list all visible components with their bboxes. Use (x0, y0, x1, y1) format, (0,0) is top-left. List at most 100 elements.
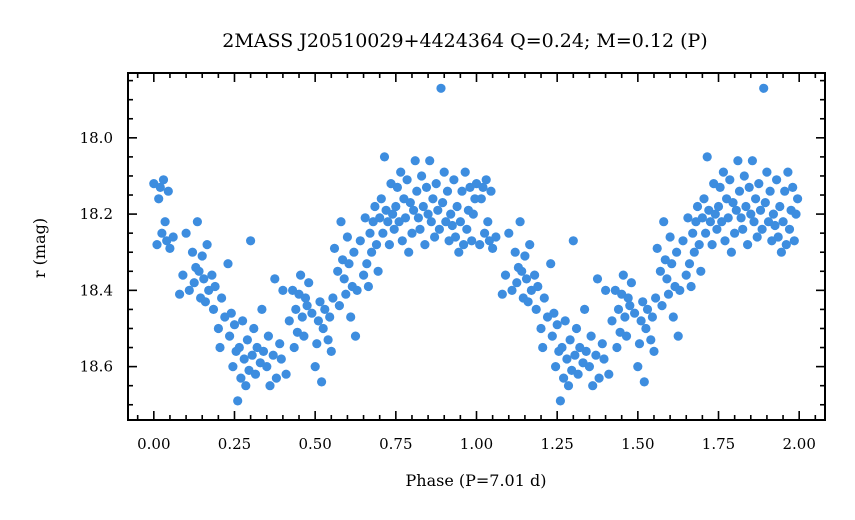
data-point-230 (586, 331, 596, 341)
data-point-311 (734, 186, 745, 196)
plot-frame (127, 72, 826, 421)
data-point-146 (426, 217, 436, 227)
data-point-192 (515, 217, 525, 227)
data-point-128 (397, 236, 407, 246)
data-point-242 (613, 304, 624, 314)
data-point-167 (460, 167, 470, 177)
data-point-42 (238, 316, 248, 326)
axis-ticks: 0.00 0.25 0.50 0.75 1.00 1.25 1.50 1.75 2.00 18.0… (80, 73, 825, 453)
data-point-173 (470, 194, 480, 204)
data-point-153 (438, 198, 448, 208)
data-point-264 (655, 266, 666, 276)
data-point-104 (359, 270, 369, 280)
data-point-328 (762, 167, 772, 177)
data-point-227 (580, 304, 590, 314)
data-point-136 (410, 156, 420, 166)
data-point-259 (646, 335, 656, 345)
data-point-36 (228, 362, 238, 372)
data-point-135 (409, 205, 419, 215)
data-point-3 (155, 182, 165, 192)
data-point-276 (675, 285, 685, 295)
data-point-223 (571, 323, 582, 334)
data-point-87 (326, 346, 336, 356)
x-tick-label: 1.50 (621, 435, 654, 453)
data-point-22 (199, 274, 209, 284)
y-axis-title: r (mag) (30, 218, 49, 278)
data-point-269 (663, 289, 674, 299)
data-point-221 (568, 236, 578, 246)
y-tick-label: 18.6 (80, 358, 113, 376)
data-point-307 (728, 198, 738, 208)
data-point-145 (425, 156, 435, 166)
data-point-75 (302, 301, 312, 311)
data-point-216 (560, 316, 570, 326)
data-point-327 (760, 198, 770, 208)
data-point-12 (178, 270, 188, 280)
data-point-207 (546, 259, 556, 269)
data-point-306 (726, 247, 737, 257)
data-point-210 (551, 362, 561, 372)
data-point-261 (649, 346, 659, 356)
data-point-131 (402, 175, 412, 185)
data-point-76 (304, 278, 314, 288)
data-point-78 (310, 362, 320, 372)
data-point-180 (483, 217, 493, 227)
data-point-291 (702, 152, 712, 162)
y-tick-label: 18.4 (80, 281, 113, 299)
data-point-196 (521, 274, 532, 284)
data-point-229 (584, 362, 595, 372)
data-point-249 (625, 301, 635, 311)
data-point-233 (592, 274, 603, 284)
data-point-56 (263, 331, 273, 341)
data-point-224 (573, 369, 583, 379)
data-point-89 (329, 243, 340, 253)
data-point-208 (547, 331, 557, 341)
data-point-217 (562, 354, 572, 364)
data-point-123 (389, 224, 399, 234)
data-point-237 (601, 285, 611, 295)
data-point-156 (442, 186, 453, 196)
data-point-71 (296, 270, 306, 280)
data-point-86 (325, 312, 335, 322)
data-point-235 (597, 339, 607, 349)
data-point-172 (468, 209, 478, 219)
data-point-16 (189, 278, 199, 288)
data-point-19 (194, 266, 204, 276)
data-point-177 (478, 182, 488, 192)
data-point-298 (713, 201, 724, 212)
data-point-168 (462, 224, 472, 234)
data-point-285 (692, 201, 703, 212)
data-point-40 (234, 342, 244, 353)
data-point-101 (350, 331, 361, 341)
data-point-189 (510, 247, 520, 257)
data-point-247 (621, 331, 632, 341)
data-point-330 (765, 186, 775, 196)
data-point-257 (641, 323, 651, 334)
data-point-340 (781, 240, 791, 250)
data-point-277 (678, 236, 688, 246)
data-point-24 (202, 240, 212, 250)
data-point-193 (517, 266, 527, 276)
data-point-97 (344, 259, 354, 269)
data-point-286 (694, 240, 704, 250)
data-point-37 (229, 320, 240, 330)
data-point-72 (297, 312, 307, 322)
data-point-288 (697, 213, 708, 223)
data-point-91 (334, 301, 344, 311)
data-point-256 (639, 377, 649, 387)
data-point-345 (789, 236, 799, 246)
data-point-15 (187, 247, 198, 257)
data-point-299 (715, 182, 725, 192)
data-point-234 (594, 373, 604, 383)
data-point-165 (457, 186, 467, 196)
data-point-2 (154, 194, 164, 204)
data-point-117 (379, 152, 390, 162)
data-point-45 (242, 335, 252, 345)
data-point-297 (712, 224, 722, 234)
data-point-54 (258, 346, 269, 356)
data-point-133 (405, 198, 415, 208)
data-point-43 (239, 354, 249, 364)
data-point-342 (784, 224, 795, 234)
data-point-211 (552, 320, 562, 330)
data-point-322 (752, 232, 762, 242)
